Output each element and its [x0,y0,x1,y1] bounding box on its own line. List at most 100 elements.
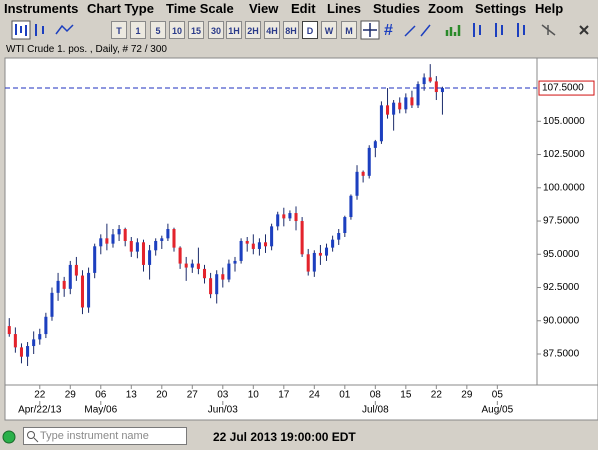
candle-body [318,252,322,256]
timeframe-button[interactable]: 30 [208,21,224,39]
tool-icon[interactable] [541,24,556,36]
y-tick-label: 97.5000 [543,216,580,227]
menu-item[interactable]: Settings [475,1,527,16]
x-tick-label: 24 [309,390,321,401]
candle-body [288,213,292,219]
timeframe-button[interactable]: 4H [264,21,280,39]
candle-body [80,275,85,308]
candle-body [38,334,42,340]
y-tick-label: 100.0000 [543,182,585,193]
candle-body [263,242,268,247]
candle-body [361,171,365,176]
candle-body [331,239,335,248]
candle-body [50,292,54,317]
x-month-label: Apr/22/13 [18,405,62,416]
candle-body [324,247,329,256]
menu-item[interactable]: Time Scale [166,1,234,16]
timeframe-button[interactable]: 10 [169,21,185,39]
search-placeholder: Type instrument name [40,430,149,442]
candle-body [68,264,72,289]
menu-item[interactable]: Edit [291,1,316,16]
candle-body [202,268,207,279]
y-tick-label: 92.5000 [543,282,580,293]
y-tick-label: 95.0000 [543,249,580,260]
timeframe-button[interactable]: M [341,21,357,39]
volume-icon[interactable] [445,25,461,36]
candle-body [245,240,249,244]
candle-body [117,229,121,235]
draw-icons[interactable] [404,24,431,37]
candle-body [56,280,60,293]
instrument-search[interactable]: Type instrument name [23,427,187,445]
candle-body [141,242,146,265]
timeframe-button[interactable]: T [111,21,127,39]
menu-item[interactable]: Help [535,1,564,16]
candle-body [209,278,213,295]
candle-body [312,252,316,272]
candle-body [190,263,194,268]
candle-body [227,263,231,280]
candle-body [178,247,182,264]
candle-body [62,280,66,289]
candle-body [434,81,438,93]
candle-body [7,326,11,335]
timeframe-button[interactable]: 8H [283,21,299,39]
timeframe-button[interactable]: 1H [226,21,242,39]
timeframe-button[interactable]: 1 [130,21,146,39]
candle-body [257,242,261,249]
candle-body [422,77,426,85]
menu-item[interactable]: View [249,1,279,16]
y-tick-label: 87.5000 [543,349,580,360]
candle-body [349,195,353,218]
price-label: 107.5000 [542,83,584,94]
timestamp: 22 Jul 2013 19:00:00 EDT [213,430,356,444]
timeframe-button[interactable]: 2H [245,21,261,39]
candle-body [373,141,377,148]
candle-body [251,243,255,249]
menu-item[interactable]: Chart Type [87,1,154,16]
candle-body [215,274,219,295]
candle-body [221,274,225,280]
x-month-label: Jun/03 [208,405,238,416]
x-month-label: May/06 [84,405,117,416]
x-tick-label: 20 [156,390,168,401]
candle-body [440,88,444,93]
candle-body [233,260,237,264]
menu-item[interactable]: Instruments [4,1,79,16]
menu-item[interactable]: Lines [327,1,361,16]
candle-body [428,77,432,82]
candle-body [337,233,341,240]
timeframe-button[interactable]: 5 [150,21,166,39]
line-icon[interactable] [55,24,74,35]
candle-body [196,263,200,269]
candle-body [172,229,176,248]
candle-icon[interactable] [35,24,44,36]
close-icon[interactable] [579,25,589,35]
menu-item[interactable]: Studies [373,1,420,16]
status-bar: Type instrument name 22 Jul 2013 19:00:0… [0,426,598,450]
candle-body [26,346,30,357]
candle-body [44,316,48,335]
study-icons[interactable] [473,23,525,37]
timeframe-button[interactable]: W [321,21,337,39]
menu-item[interactable]: Zoom [428,1,464,16]
candle-body [111,234,115,244]
x-tick-label: 29 [461,390,473,401]
x-tick-label: 05 [492,390,504,401]
timeframe-button[interactable]: D [302,21,318,39]
candle-body [87,272,91,308]
candle-body [160,238,164,241]
y-tick-label: 105.0000 [543,116,585,127]
candle-body [105,238,109,244]
timeframe-button[interactable]: 15 [188,21,204,39]
x-tick-label: 01 [339,390,351,401]
candle-body [135,242,139,252]
x-tick-label: 10 [248,390,260,401]
candle-body [93,246,97,273]
grid-icon[interactable]: # [384,22,393,39]
candle-body [367,147,371,176]
y-tick-label: 102.5000 [543,149,585,160]
search-icon [27,431,39,443]
connection-indicator [2,430,16,444]
